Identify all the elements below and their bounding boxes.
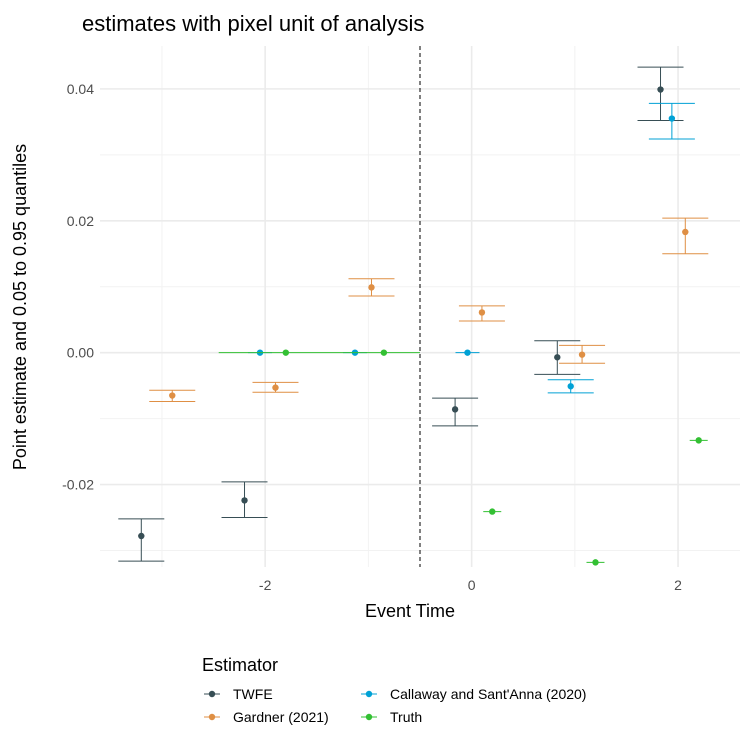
series-gardner-2021- bbox=[149, 217, 709, 402]
series-truth bbox=[218, 349, 708, 566]
legend-label: Callaway and Sant'Anna (2020) bbox=[390, 686, 586, 702]
legend-label: TWFE bbox=[233, 686, 273, 702]
data-point bbox=[272, 384, 279, 391]
legend-item: Gardner (2021) bbox=[204, 709, 329, 725]
axis-ticks: -2 0 2 -0.02 0.00 0.02 0.04 bbox=[62, 81, 682, 593]
x-tick-label: 2 bbox=[674, 577, 682, 593]
chart-title: estimates with pixel unit of analysis bbox=[82, 11, 424, 36]
data-point bbox=[368, 284, 375, 291]
data-point bbox=[668, 115, 676, 122]
data-point bbox=[380, 349, 388, 356]
data-marks bbox=[118, 66, 709, 566]
data-point bbox=[464, 349, 471, 356]
legend-item: Callaway and Sant'Anna (2020) bbox=[361, 686, 586, 702]
data-point bbox=[695, 437, 702, 444]
legend-label: Gardner (2021) bbox=[233, 709, 329, 725]
legend-label: Truth bbox=[390, 709, 422, 725]
data-point bbox=[489, 508, 496, 515]
y-tick-label: 0.04 bbox=[67, 81, 94, 97]
y-axis-title: Point estimate and 0.05 to 0.95 quantile… bbox=[10, 144, 30, 470]
y-tick-label: 0.02 bbox=[67, 213, 94, 229]
data-point bbox=[241, 497, 248, 504]
x-tick-label: 0 bbox=[468, 577, 476, 593]
y-tick-label: 0.00 bbox=[67, 345, 94, 361]
x-tick-label: -2 bbox=[259, 577, 272, 593]
data-point bbox=[169, 392, 176, 399]
y-tick-label: -0.02 bbox=[62, 477, 94, 493]
legend-key-point bbox=[365, 690, 373, 698]
series-twfe bbox=[118, 66, 684, 562]
x-axis-title: Event Time bbox=[365, 601, 455, 621]
data-point bbox=[451, 406, 459, 413]
legend-item: TWFE bbox=[204, 686, 273, 702]
legend-key-point bbox=[208, 690, 216, 698]
data-point bbox=[282, 349, 290, 356]
data-point bbox=[478, 309, 486, 316]
legend-key-point bbox=[208, 713, 216, 721]
data-point bbox=[567, 383, 574, 390]
data-point bbox=[578, 351, 586, 358]
legend-title: Estimator bbox=[202, 655, 278, 675]
data-point bbox=[657, 86, 664, 93]
legend: TWFE Gardner (2021) Callaway and Sant'Anna… bbox=[204, 686, 586, 725]
data-point bbox=[554, 354, 561, 361]
legend-item: Truth bbox=[361, 709, 422, 725]
data-point bbox=[138, 532, 145, 540]
data-point bbox=[592, 559, 599, 566]
legend-key-point bbox=[365, 713, 373, 721]
data-point bbox=[682, 228, 689, 236]
